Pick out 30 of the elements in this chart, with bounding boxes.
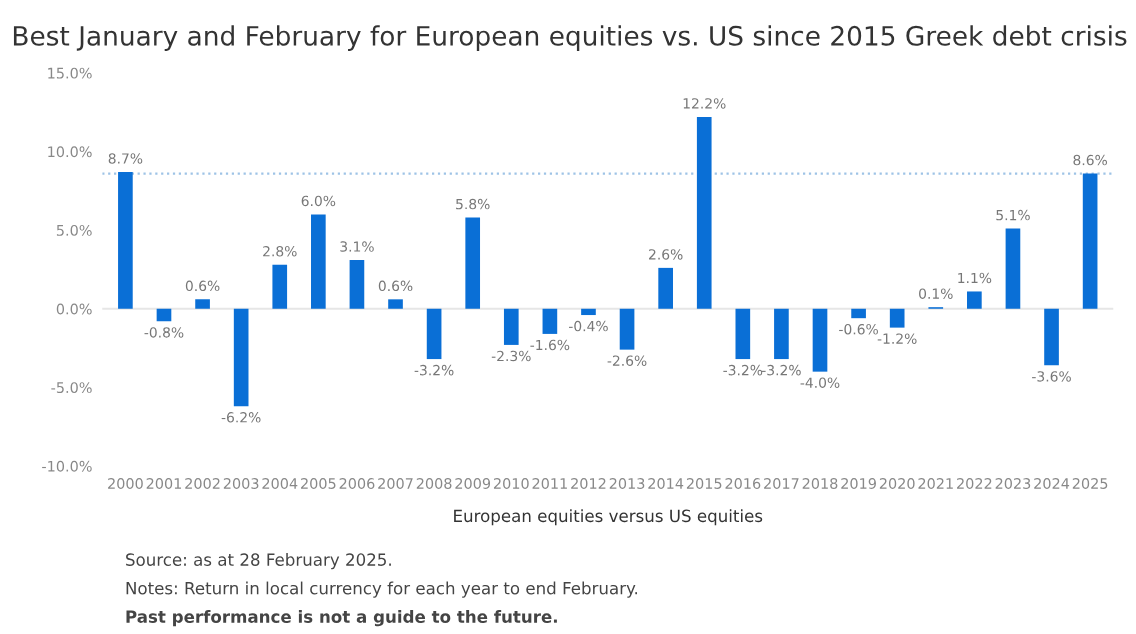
bar [1044,308,1059,366]
bar [696,116,712,309]
bar [619,308,635,350]
bar [735,308,751,360]
bar [967,291,982,309]
bar [349,260,365,309]
bar [851,308,866,319]
bar [156,308,172,322]
text: Notes: Return in local currency for each year to end February. [126,581,638,598]
bar [311,214,326,309]
bar [465,217,481,309]
bar [233,308,249,407]
x-axis-title: European equities versus US equities [454,509,763,526]
bar [774,308,789,360]
bar [1005,228,1021,309]
chart-title: Best January and February for European equities vs. US since 2015 Greek debt crisis [13,25,1127,51]
bar [812,308,828,372]
bar [503,308,519,345]
bar [581,308,596,316]
bar [388,299,403,309]
bar [1082,173,1098,309]
bar [542,308,558,334]
bar [426,308,442,360]
bar [195,299,210,309]
source-note: Source: as at 28 February 2025. [126,553,391,570]
bar [118,171,133,309]
bar [272,264,288,309]
text: Past performance is not a guide to the future. [126,610,557,627]
bar [658,267,673,309]
bar [889,308,905,328]
